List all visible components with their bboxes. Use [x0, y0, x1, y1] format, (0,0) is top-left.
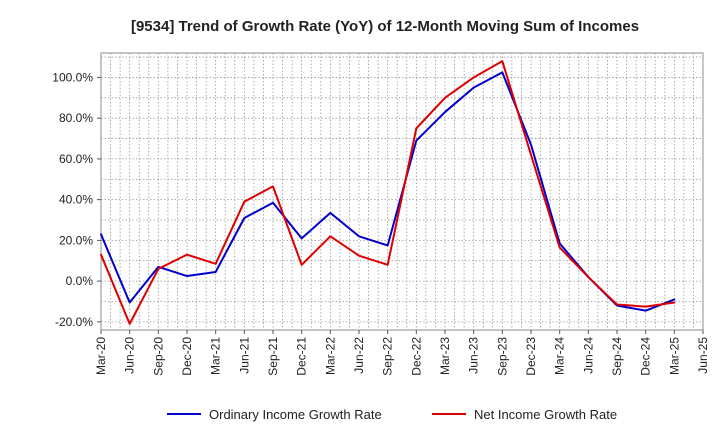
- x-tick-label: Jun-23: [467, 337, 481, 374]
- chart-title: [9534] Trend of Growth Rate (YoY) of 12-…: [131, 18, 639, 35]
- x-tick-label: Mar-25: [667, 337, 681, 375]
- x-tick-label: Mar-20: [94, 337, 108, 375]
- plot-area: -20.0% 0.0% 20.0% 40.0% 60.0% 80.0% 100.0% Mar-…: [52, 52, 710, 376]
- x-tick-label: Sep-21: [266, 337, 280, 376]
- x-tick-label: Jun-22: [352, 337, 366, 374]
- x-tick-label: Mar-21: [209, 337, 223, 375]
- x-tick-label: Jun-21: [237, 337, 251, 374]
- x-tick-label: Jun-20: [123, 337, 137, 374]
- x-tick-label: Jun-25: [696, 337, 710, 374]
- x-tick-label: Sep-20: [151, 337, 165, 376]
- y-tick-label: 40.0%: [59, 193, 93, 207]
- y-tick-label: -20.0%: [55, 315, 93, 329]
- x-tick-label: Mar-22: [323, 337, 337, 375]
- y-tick-label: 0.0%: [66, 274, 94, 288]
- x-tick-label: Mar-24: [553, 337, 567, 375]
- x-tick-label: Sep-23: [495, 337, 509, 376]
- x-tick-label: Dec-24: [639, 337, 653, 376]
- y-tick-label: 80.0%: [59, 111, 93, 125]
- x-tick-label: Dec-21: [295, 337, 309, 376]
- series-line-net-income: [100, 60, 676, 325]
- x-tick-label: Mar-23: [438, 337, 452, 375]
- y-tick-label: 20.0%: [59, 233, 93, 247]
- y-tick-label: 60.0%: [59, 152, 93, 166]
- x-tick-label: Dec-22: [409, 337, 423, 376]
- x-tick-label: Sep-24: [610, 337, 624, 376]
- y-tick-label: 100.0%: [52, 70, 93, 84]
- x-tick-label: Sep-22: [381, 337, 395, 376]
- x-tick-label: Dec-23: [524, 337, 538, 376]
- x-tick-label: Jun-24: [581, 337, 595, 374]
- legend: Ordinary Income Growth Rate Net Income Gr…: [167, 407, 617, 422]
- legend-label: Ordinary Income Growth Rate: [209, 407, 382, 422]
- x-tick-label: Dec-20: [180, 337, 194, 376]
- legend-label: Net Income Growth Rate: [474, 407, 617, 422]
